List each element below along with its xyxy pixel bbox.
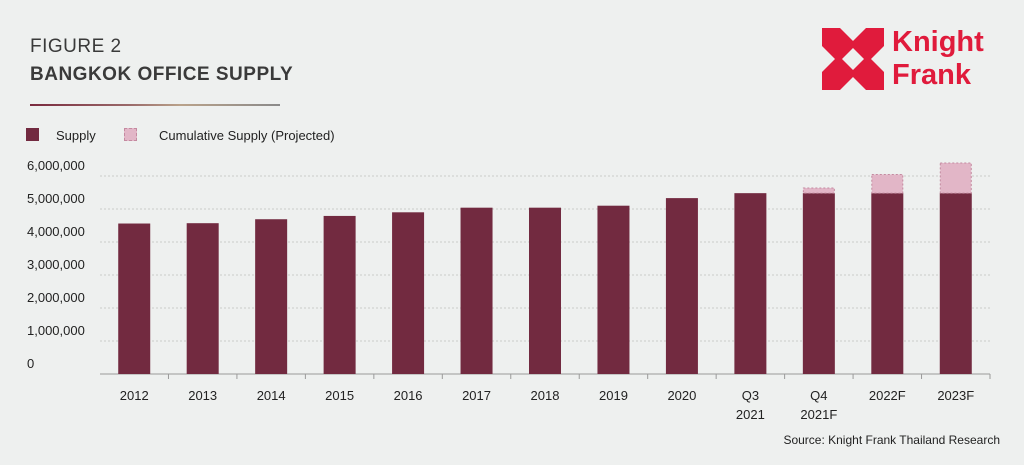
chart-title: BANGKOK OFFICE SUPPLY	[30, 64, 294, 85]
x-tick-label: Q4	[810, 388, 827, 403]
legend-label-projected: Cumulative Supply (Projected)	[159, 128, 335, 143]
title-divider	[30, 104, 280, 106]
figure-number: FIGURE 2	[30, 36, 122, 57]
x-tick-label: Q3	[742, 388, 759, 403]
x-tick-label: 2020	[667, 388, 696, 403]
bar-supply	[734, 193, 767, 374]
x-tick-label: 2023F	[937, 388, 974, 403]
bar-supply	[118, 223, 151, 374]
x-tick-label: 2014	[257, 388, 286, 403]
y-tick-label: 5,000,000	[27, 191, 85, 206]
bar-supply	[323, 215, 356, 374]
source-note: Source: Knight Frank Thailand Research	[783, 433, 1000, 447]
bar-supply	[939, 193, 972, 374]
knight-frank-logo-mark	[822, 28, 884, 90]
bar-supply	[802, 193, 835, 374]
logo-text-frank: Frank	[892, 59, 971, 91]
knight-frank-logo: Knight Frank	[822, 28, 992, 90]
bar-projected	[939, 162, 972, 194]
legend-swatch-projected	[124, 128, 137, 141]
x-tick-label: 2017	[462, 388, 491, 403]
y-tick-label: 4,000,000	[27, 224, 85, 239]
bar-supply	[255, 219, 288, 374]
y-tick-label: 3,000,000	[27, 257, 85, 272]
x-tick-label: 2013	[188, 388, 217, 403]
y-tick-label: 0	[27, 356, 34, 371]
y-tick-label: 6,000,000	[27, 160, 85, 173]
bar-projected	[802, 187, 835, 194]
bar-supply	[392, 212, 425, 374]
x-tick-label: 2018	[531, 388, 560, 403]
x-tick-label: 2022F	[869, 388, 906, 403]
x-tick-label: 2012	[120, 388, 149, 403]
bar-supply	[186, 223, 219, 374]
x-tick-label: 2021	[736, 407, 765, 422]
x-tick-label: 2015	[325, 388, 354, 403]
legend-swatch-supply	[26, 128, 39, 141]
y-tick-label: 2,000,000	[27, 290, 85, 305]
y-tick-label: 1,000,000	[27, 323, 85, 338]
x-tick-label: 2019	[599, 388, 628, 403]
x-tick-label: 2021F	[800, 407, 837, 422]
bar-supply	[597, 205, 630, 374]
logo-text-knight: Knight	[892, 26, 984, 58]
bar-supply	[665, 198, 698, 374]
bar-chart: 0 1,000,000 2,000,000 3,000,000 4,000,000 5,0…	[27, 160, 991, 422]
legend-label-supply: Supply	[56, 128, 96, 143]
x-tick-label: 2016	[394, 388, 423, 403]
bar-projected	[871, 174, 904, 194]
bar-supply	[460, 207, 493, 374]
bar-supply	[529, 207, 561, 374]
bar-supply	[871, 193, 904, 374]
